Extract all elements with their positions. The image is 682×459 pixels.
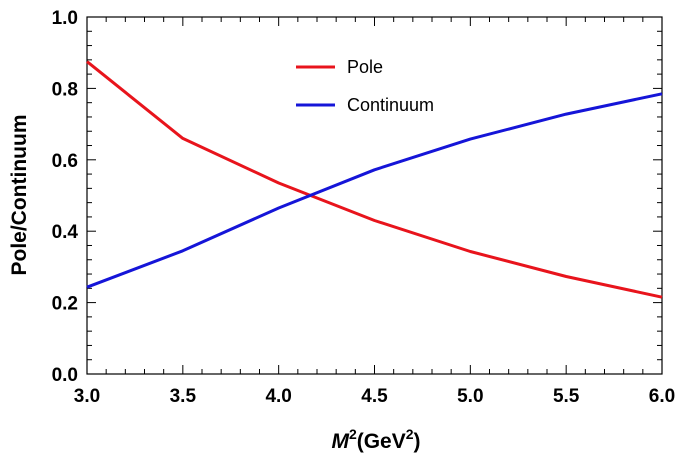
x-tick-label: 4.0 bbox=[265, 386, 291, 407]
y-tick-label: 0.6 bbox=[52, 151, 78, 172]
x-axis-title: M2(GeV2) bbox=[331, 426, 420, 453]
y-tick-label: 0.8 bbox=[52, 79, 78, 100]
x-tick-label: 5.0 bbox=[457, 386, 483, 407]
y-tick-label: 0.2 bbox=[52, 294, 78, 315]
series-lines bbox=[86, 60, 663, 299]
y-tick-label: 0.0 bbox=[52, 365, 78, 386]
series-line-pole bbox=[86, 60, 663, 299]
series-line-continuum bbox=[86, 92, 663, 289]
y-tick-label: 0.4 bbox=[52, 222, 79, 243]
tick-labels: 3.0 3.5 4.0 4.5 5.0 5.5 6.0 0.0 0.2 0.4 0.6 0.8 1.0 bbox=[52, 8, 676, 407]
y-tick-label: 1.0 bbox=[52, 8, 78, 29]
x-tick-label: 3.5 bbox=[170, 386, 197, 407]
tick-marks bbox=[86, 16, 663, 375]
x-tick-label: 4.5 bbox=[361, 386, 388, 407]
legend: Pole Continuum bbox=[296, 57, 434, 115]
x-tick-label: 3.0 bbox=[74, 386, 100, 407]
y-axis-title: Pole/Continuum bbox=[8, 115, 31, 276]
legend-label-continuum: Continuum bbox=[347, 95, 434, 115]
x-tick-label: 5.5 bbox=[553, 386, 580, 407]
x-tick-label: 6.0 bbox=[649, 386, 675, 407]
legend-label-pole: Pole bbox=[347, 57, 383, 77]
